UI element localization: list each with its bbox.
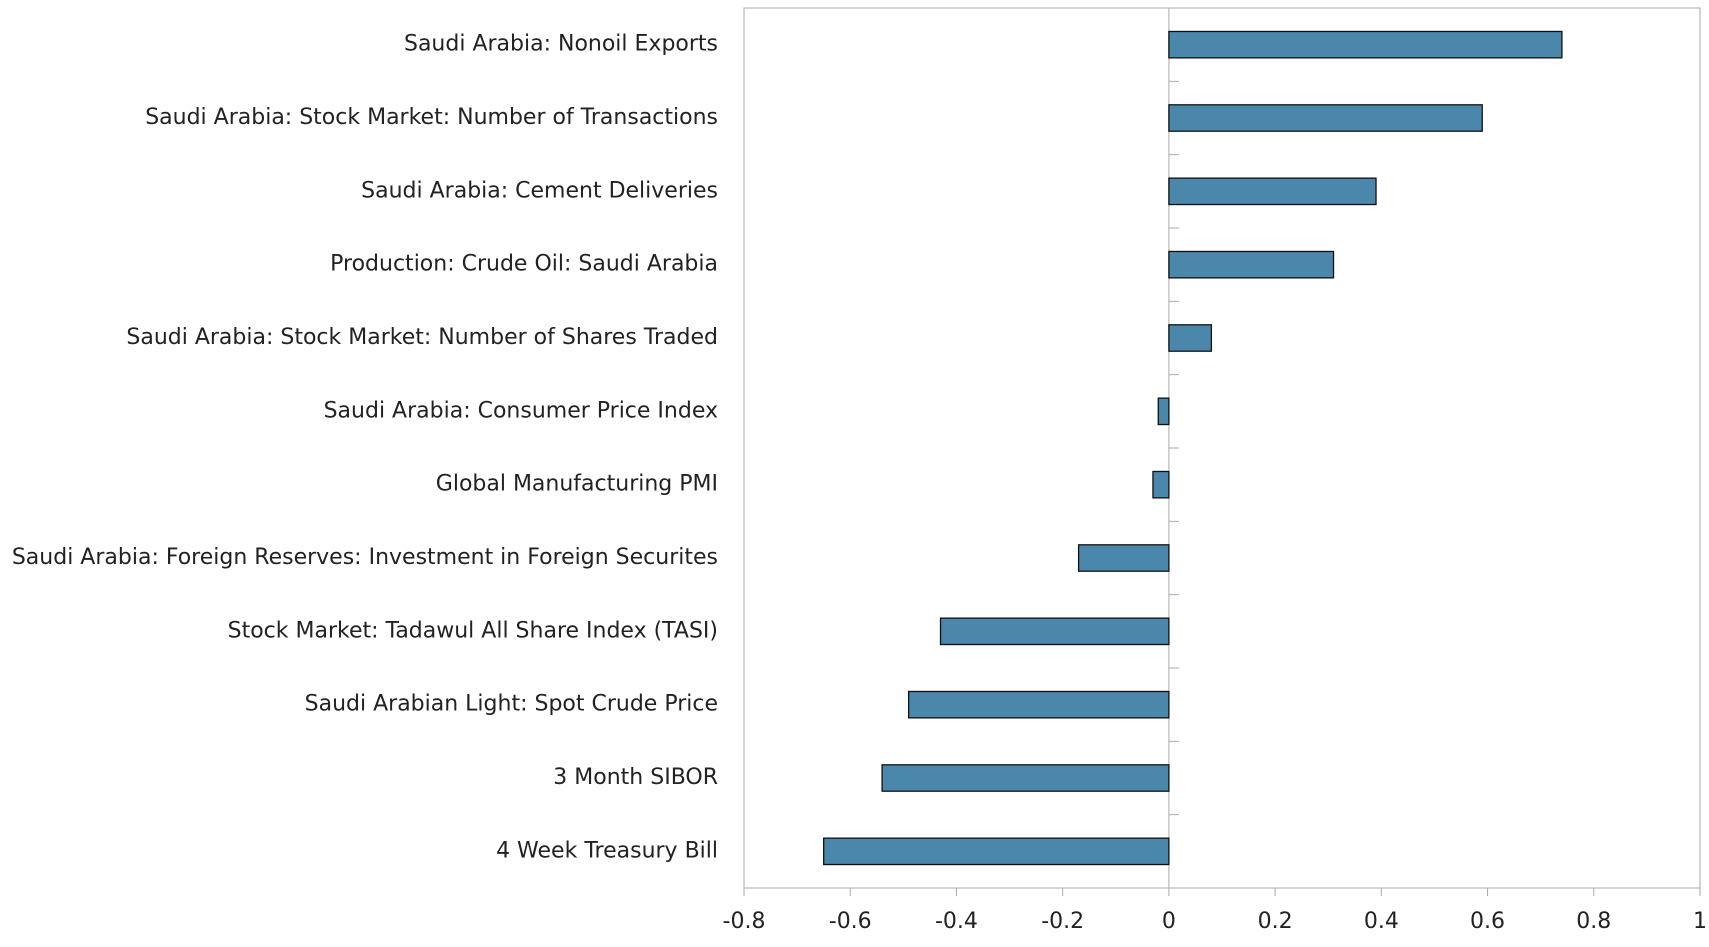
category-label: Global Manufacturing PMI — [436, 472, 718, 497]
category-label: Production: Crude Oil: Saudi Arabia — [330, 252, 718, 277]
plot-frame — [743, 7, 1701, 889]
x-tick-label: 1 — [1693, 909, 1707, 934]
x-tick-label: -0.2 — [1041, 909, 1084, 934]
x-tick-label: 0.6 — [1470, 909, 1505, 934]
bar — [1157, 397, 1170, 426]
category-label: Stock Market: Tadawul All Share Index (T… — [228, 618, 718, 643]
bar — [823, 837, 1170, 866]
x-tick-label: 0.4 — [1364, 909, 1399, 934]
bar — [1168, 104, 1483, 132]
bar — [907, 690, 1170, 719]
category-label: Saudi Arabian Light: Spot Crude Price — [305, 692, 718, 717]
bar — [1168, 30, 1563, 59]
bar — [1152, 470, 1170, 499]
x-tick-label: -0.8 — [723, 909, 766, 934]
bar — [1168, 177, 1377, 206]
x-tick-label: -0.6 — [829, 909, 872, 934]
x-tick-label: 0.8 — [1576, 909, 1611, 934]
x-tick-label: 0.2 — [1258, 909, 1293, 934]
category-label: Saudi Arabia: Stock Market: Number of Tr… — [145, 105, 718, 130]
category-label: 4 Week Treasury Bill — [496, 838, 718, 863]
category-label: Saudi Arabia: Nonoil Exports — [404, 32, 718, 57]
bar — [881, 764, 1170, 792]
bar — [1077, 544, 1170, 572]
x-tick-label: -0.4 — [935, 909, 978, 934]
bar — [939, 617, 1170, 646]
category-label: Saudi Arabia: Stock Market: Number of Sh… — [126, 325, 718, 350]
category-label: Saudi Arabia: Cement Deliveries — [361, 178, 718, 203]
category-label: Saudi Arabia: Foreign Reserves: Investme… — [12, 545, 718, 570]
category-label: Saudi Arabia: Consumer Price Index — [324, 398, 718, 423]
bar — [1168, 324, 1213, 352]
category-label: 3 Month SIBOR — [553, 765, 718, 790]
x-tick-label: 0 — [1162, 909, 1176, 934]
bar — [1168, 250, 1335, 279]
